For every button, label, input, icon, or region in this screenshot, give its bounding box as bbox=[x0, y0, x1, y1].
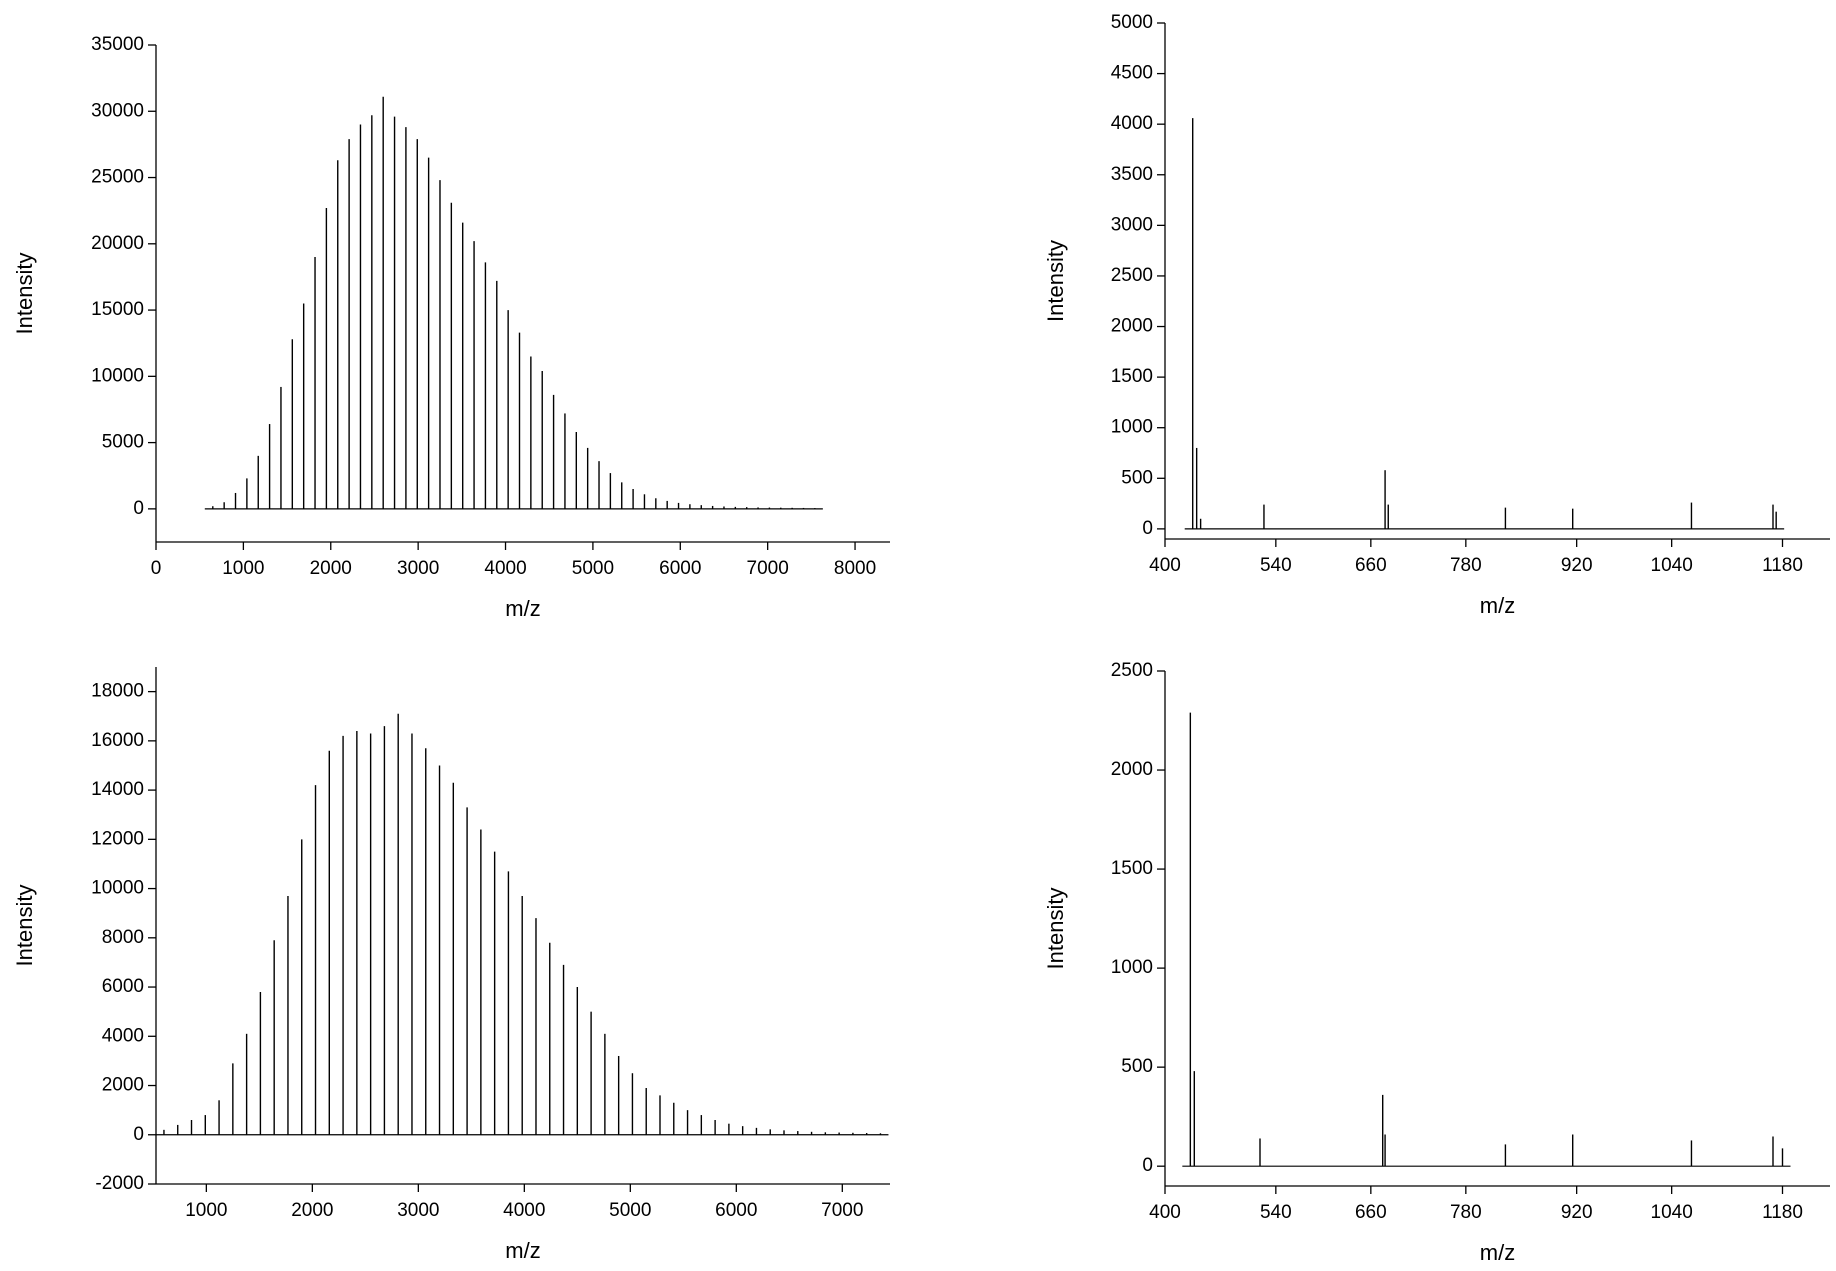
x-tick-label: 2000 bbox=[310, 558, 352, 579]
x-tick-label: 3000 bbox=[397, 1200, 439, 1221]
y-tick-label: 0 bbox=[1142, 518, 1153, 539]
y-tick-label: 3000 bbox=[1111, 214, 1153, 235]
x-tick-label: 1000 bbox=[222, 558, 264, 579]
y-tick-label: 4000 bbox=[102, 1025, 144, 1046]
y-tick-label: 16000 bbox=[91, 730, 144, 751]
y-tick-label: 25000 bbox=[91, 167, 144, 188]
x-tick-label: 7000 bbox=[747, 558, 789, 579]
y-tick-label: 1500 bbox=[1111, 858, 1153, 879]
y-tick-label: 2500 bbox=[1111, 660, 1153, 681]
y-tick-label: 0 bbox=[133, 498, 144, 519]
x-tick-label: 4000 bbox=[484, 558, 526, 579]
x-tick-label: 400 bbox=[1149, 1202, 1181, 1223]
y-axis-title: Intensity bbox=[12, 253, 37, 335]
y-tick-label: 1000 bbox=[1111, 417, 1153, 438]
y-tick-label: 500 bbox=[1121, 467, 1153, 488]
x-tick-label: 1040 bbox=[1651, 1202, 1693, 1223]
y-tick-label: 5000 bbox=[1111, 12, 1153, 33]
x-tick-label: 540 bbox=[1260, 1202, 1292, 1223]
y-tick-label: 2000 bbox=[1111, 316, 1153, 337]
x-tick-label: 660 bbox=[1355, 555, 1387, 576]
y-tick-label: 3500 bbox=[1111, 164, 1153, 185]
y-tick-label: 20000 bbox=[91, 233, 144, 254]
y-tick-label: 30000 bbox=[91, 100, 144, 121]
x-tick-label: 6000 bbox=[659, 558, 701, 579]
y-tick-label: 2000 bbox=[1111, 759, 1153, 780]
x-tick-label: 6000 bbox=[715, 1200, 757, 1221]
y-tick-label: 10000 bbox=[91, 878, 144, 899]
x-tick-label: 1040 bbox=[1651, 555, 1693, 576]
y-tick-label: 35000 bbox=[91, 34, 144, 55]
y-tick-label: 6000 bbox=[102, 976, 144, 997]
y-axis-title: Intensity bbox=[1043, 888, 1068, 970]
x-axis-title: m/z bbox=[1480, 593, 1515, 618]
y-tick-label: 8000 bbox=[102, 927, 144, 948]
x-tick-label: 5000 bbox=[609, 1200, 651, 1221]
y-tick-label: 1500 bbox=[1111, 366, 1153, 387]
x-axis-title: m/z bbox=[1480, 1240, 1515, 1265]
y-axis-title: Intensity bbox=[12, 885, 37, 967]
x-tick-label: 4000 bbox=[503, 1200, 545, 1221]
x-tick-label: 400 bbox=[1149, 555, 1181, 576]
y-tick-label: 4000 bbox=[1111, 113, 1153, 134]
x-tick-label: 0 bbox=[151, 558, 162, 579]
x-tick-label: 3000 bbox=[397, 558, 439, 579]
y-tick-label: 12000 bbox=[91, 828, 144, 849]
y-tick-label: 2000 bbox=[102, 1075, 144, 1096]
y-tick-label: 14000 bbox=[91, 779, 144, 800]
y-tick-label: 500 bbox=[1121, 1056, 1153, 1077]
y-tick-label: 10000 bbox=[91, 365, 144, 386]
x-tick-label: 5000 bbox=[572, 558, 614, 579]
x-tick-label: 660 bbox=[1355, 1202, 1387, 1223]
y-tick-label: 0 bbox=[1142, 1155, 1153, 1176]
y-tick-label: 2500 bbox=[1111, 265, 1153, 286]
x-tick-label: 920 bbox=[1561, 555, 1593, 576]
x-tick-label: 780 bbox=[1450, 1202, 1482, 1223]
y-tick-label: 0 bbox=[133, 1124, 144, 1145]
x-tick-label: 7000 bbox=[821, 1200, 863, 1221]
y-tick-label: 18000 bbox=[91, 681, 144, 702]
x-tick-label: 540 bbox=[1260, 555, 1292, 576]
x-tick-label: 780 bbox=[1450, 555, 1482, 576]
y-tick-label: -2000 bbox=[95, 1173, 144, 1194]
y-tick-label: 15000 bbox=[91, 299, 144, 320]
x-tick-label: 2000 bbox=[291, 1200, 333, 1221]
x-tick-label: 8000 bbox=[834, 558, 876, 579]
x-tick-label: 920 bbox=[1561, 1202, 1593, 1223]
x-tick-label: 1000 bbox=[185, 1200, 227, 1221]
x-axis-title: m/z bbox=[505, 596, 540, 621]
x-tick-label: 1180 bbox=[1762, 555, 1803, 576]
x-axis-title: m/z bbox=[505, 1238, 540, 1263]
y-tick-label: 5000 bbox=[102, 432, 144, 453]
y-tick-label: 4500 bbox=[1111, 63, 1153, 84]
y-tick-label: 1000 bbox=[1111, 957, 1153, 978]
y-axis-title: Intensity bbox=[1043, 240, 1068, 322]
x-tick-label: 1180 bbox=[1762, 1202, 1803, 1223]
